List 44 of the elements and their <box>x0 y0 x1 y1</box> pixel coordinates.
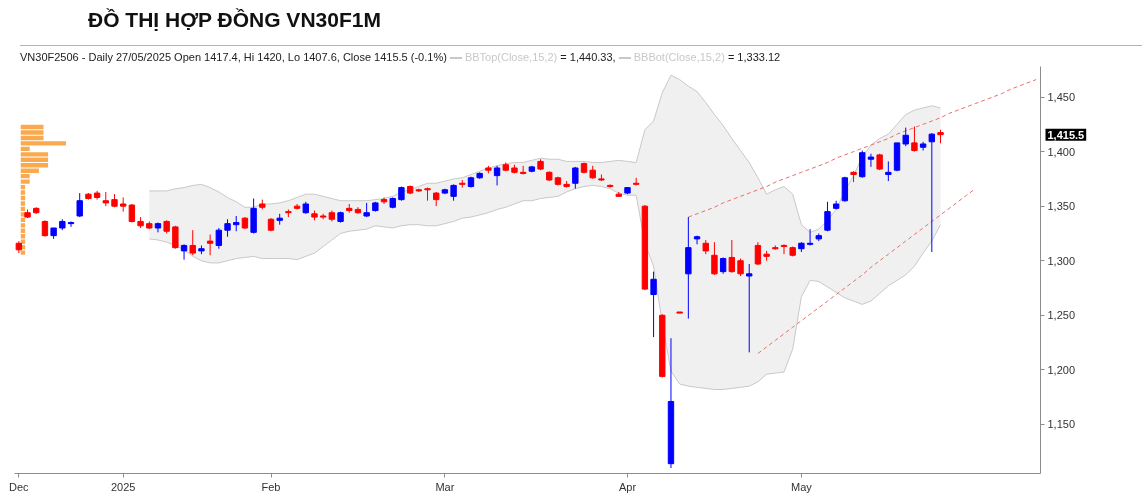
candlestick <box>728 239 736 274</box>
candlestick <box>650 271 657 338</box>
x-tick-label: May <box>791 480 813 493</box>
candlestick <box>189 229 196 256</box>
x-tick-label: 2025 <box>110 480 136 493</box>
candlestick <box>824 201 831 232</box>
x-tick-label: Apr <box>618 480 637 493</box>
chart-subtitle: VN30F2506 - Daily 27/05/2025 Open 1417.4, Hi 1420, Lo 1407.6, Close 1415.5 (-0.1%) <box>20 51 447 63</box>
y-tick-label: 1,200 <box>1047 363 1076 376</box>
candlestick <box>493 165 501 186</box>
candlestick <box>215 227 223 250</box>
y-tick-label: 1,150 <box>1047 418 1076 431</box>
candlestick <box>380 196 388 205</box>
x-tick-label: Dec <box>9 480 30 493</box>
chart-title: ĐỒ THỊ HỢP ĐỒNG VN30F1M <box>87 7 381 33</box>
candlestick <box>180 243 188 261</box>
y-tick-label: 1,400 <box>1047 145 1076 158</box>
candlestick <box>902 127 909 147</box>
candlestick <box>67 220 75 228</box>
line-series <box>757 188 976 354</box>
candlestick <box>780 243 788 255</box>
text: = 1,440.33, <box>560 51 616 63</box>
candlestick <box>885 160 892 182</box>
y-tick-label: 1,300 <box>1047 254 1076 267</box>
candlestick <box>206 234 214 256</box>
candlestick <box>746 263 753 353</box>
candlestick <box>806 228 814 246</box>
candlestick <box>911 126 918 153</box>
text: = 1,333.12 <box>727 51 781 63</box>
text: 1,415.5 <box>1047 128 1085 141</box>
candlestick <box>928 132 936 253</box>
line-series <box>148 184 942 390</box>
x-tick-label: Feb <box>261 480 281 493</box>
candlestick <box>867 153 875 168</box>
line-series <box>148 74 942 233</box>
y-tick-label: 1,250 <box>1047 309 1076 322</box>
y-tick-label: 1,450 <box>1047 91 1076 104</box>
candlestick <box>711 241 718 276</box>
candlestick <box>76 192 83 218</box>
x-tick-label: Mar <box>435 480 455 493</box>
line-series <box>687 79 1037 218</box>
candlestick <box>841 176 849 203</box>
candlestick <box>606 183 614 189</box>
y-tick-label: 1,350 <box>1047 200 1076 213</box>
